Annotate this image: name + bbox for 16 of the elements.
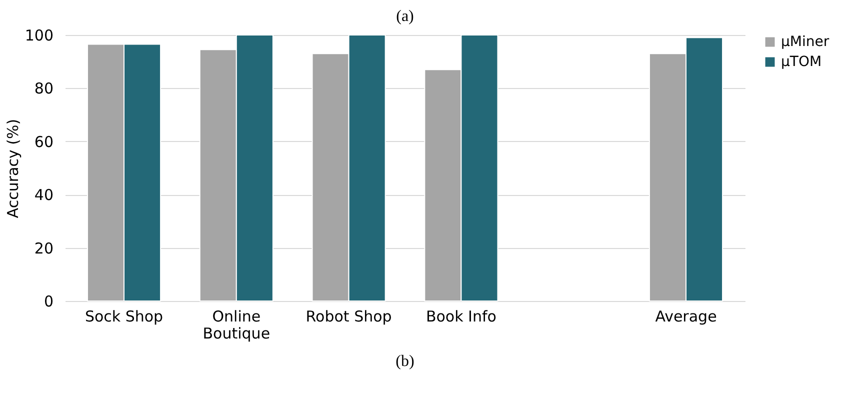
x-tick-label: Average bbox=[655, 308, 717, 326]
y-tick-label: 100 bbox=[24, 26, 54, 44]
x-tick-label: Book Info bbox=[426, 308, 496, 326]
y-tick-label: 40 bbox=[34, 186, 54, 204]
y-tick-label: 60 bbox=[34, 132, 54, 151]
x-tick-label: Sock Shop bbox=[84, 308, 164, 326]
x-tick-label: Robot Shop bbox=[306, 308, 392, 326]
y-axis-title: Accuracy (%) bbox=[4, 118, 22, 218]
y-tick-label: 0 bbox=[44, 292, 54, 310]
y-tick-label: 20 bbox=[34, 239, 54, 258]
y-tick-label: 80 bbox=[34, 80, 54, 98]
x-tick-label: Online Boutique bbox=[202, 308, 270, 342]
chart-title: (a) bbox=[396, 8, 414, 25]
legend-label: µTOM bbox=[781, 54, 822, 70]
legend-label: µMiner bbox=[781, 34, 830, 50]
text: (b) bbox=[396, 353, 414, 370]
